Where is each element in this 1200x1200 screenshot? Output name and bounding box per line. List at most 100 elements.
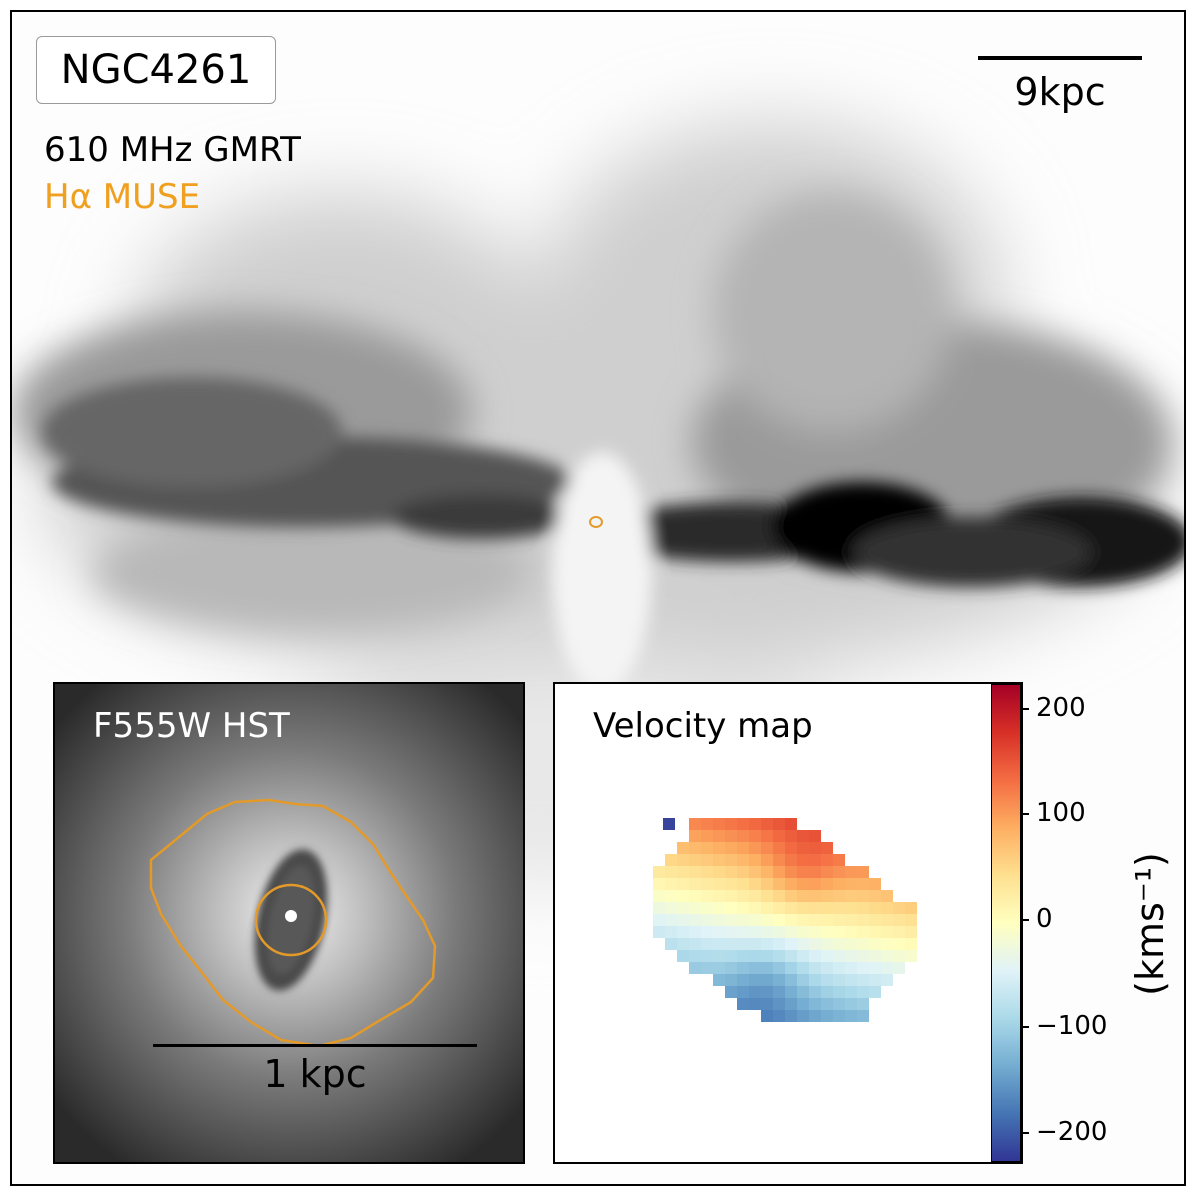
velocity-pixel bbox=[725, 830, 737, 842]
velocity-pixel bbox=[881, 938, 893, 950]
velocity-pixel bbox=[713, 866, 725, 878]
velocity-pixel bbox=[761, 878, 773, 890]
velocity-pixel bbox=[905, 902, 917, 914]
velocity-pixel bbox=[725, 950, 737, 962]
velocity-pixel bbox=[689, 914, 701, 926]
velocity-pixel bbox=[809, 938, 821, 950]
velocity-pixel bbox=[773, 998, 785, 1010]
velocity-pixel bbox=[773, 818, 785, 830]
velocity-pixel bbox=[821, 938, 833, 950]
velocity-pixel bbox=[653, 866, 665, 878]
velocity-pixel bbox=[773, 842, 785, 854]
velocity-pixel bbox=[857, 950, 869, 962]
velocity-pixel bbox=[845, 866, 857, 878]
velocity-pixel bbox=[809, 890, 821, 902]
velocity-pixel bbox=[725, 926, 737, 938]
velocity-pixel bbox=[761, 866, 773, 878]
velocity-pixel bbox=[821, 878, 833, 890]
velocity-pixel bbox=[869, 878, 881, 890]
velocity-pixel bbox=[833, 1010, 845, 1022]
velocity-pixel bbox=[773, 914, 785, 926]
velocity-pixel bbox=[845, 878, 857, 890]
velocity-pixel bbox=[713, 926, 725, 938]
velocity-colorbar bbox=[991, 684, 1021, 1162]
velocity-pixel bbox=[713, 830, 725, 842]
velocity-pixel bbox=[701, 830, 713, 842]
halpha-contour-main bbox=[589, 516, 603, 528]
radio-image bbox=[12, 12, 1184, 1184]
velocity-pixel bbox=[785, 1010, 797, 1022]
velocity-pixel bbox=[761, 962, 773, 974]
velocity-pixel bbox=[905, 926, 917, 938]
velocity-pixel bbox=[773, 878, 785, 890]
velocity-pixel bbox=[677, 842, 689, 854]
hst-image bbox=[55, 684, 523, 1162]
velocity-pixel bbox=[797, 890, 809, 902]
colorbar-label: 0 bbox=[1036, 904, 1053, 934]
velocity-pixel bbox=[809, 998, 821, 1010]
velocity-pixel bbox=[893, 950, 905, 962]
velocity-pixel bbox=[737, 854, 749, 866]
velocity-pixel bbox=[761, 950, 773, 962]
colorbar-label: −100 bbox=[1036, 1011, 1108, 1041]
velocity-pixel bbox=[701, 818, 713, 830]
velocity-pixel bbox=[833, 986, 845, 998]
velocity-pixel bbox=[713, 962, 725, 974]
velocity-pixel bbox=[785, 998, 797, 1010]
velocity-pixel bbox=[797, 854, 809, 866]
velocity-pixel bbox=[797, 866, 809, 878]
velocity-pixel bbox=[857, 974, 869, 986]
velocity-pixel bbox=[905, 950, 917, 962]
velocity-pixel bbox=[833, 998, 845, 1010]
velocity-pixel bbox=[845, 914, 857, 926]
colorbar-tick bbox=[1021, 1132, 1029, 1134]
velocity-pixel bbox=[833, 962, 845, 974]
velocity-pixel bbox=[833, 866, 845, 878]
colorbar-tick bbox=[1021, 1026, 1029, 1028]
velocity-pixel bbox=[701, 950, 713, 962]
velocity-pixel bbox=[713, 854, 725, 866]
colorbar-tick bbox=[1021, 708, 1029, 710]
velocity-pixel bbox=[773, 986, 785, 998]
velocity-pixel bbox=[881, 914, 893, 926]
velocity-pixel bbox=[821, 842, 833, 854]
velocity-pixel bbox=[809, 986, 821, 998]
velocity-pixel bbox=[785, 902, 797, 914]
velocity-pixel bbox=[821, 986, 833, 998]
velocity-pixel bbox=[845, 986, 857, 998]
velocity-pixel bbox=[857, 878, 869, 890]
velocity-pixel bbox=[797, 950, 809, 962]
velocity-pixel bbox=[713, 974, 725, 986]
velocity-pixel bbox=[881, 974, 893, 986]
velocity-pixel bbox=[749, 986, 761, 998]
velocity-pixel bbox=[773, 1010, 785, 1022]
velocity-pixel bbox=[725, 902, 737, 914]
colorbar-label: −200 bbox=[1036, 1117, 1108, 1147]
velocity-pixel bbox=[701, 926, 713, 938]
velocity-pixel bbox=[737, 914, 749, 926]
velocity-pixel bbox=[725, 974, 737, 986]
velocity-pixel bbox=[893, 962, 905, 974]
velocity-pixel bbox=[773, 890, 785, 902]
velocity-pixel bbox=[749, 866, 761, 878]
velocity-pixel bbox=[845, 974, 857, 986]
velocity-pixel bbox=[821, 962, 833, 974]
velocity-pixel bbox=[797, 878, 809, 890]
velocity-pixel bbox=[893, 902, 905, 914]
velocity-pixel bbox=[833, 974, 845, 986]
velocity-pixel bbox=[785, 878, 797, 890]
velocity-pixel bbox=[857, 1010, 869, 1022]
velocity-pixel bbox=[737, 962, 749, 974]
velocity-pixel bbox=[869, 950, 881, 962]
velocity-pixel bbox=[725, 962, 737, 974]
velocity-pixel bbox=[773, 974, 785, 986]
velocity-pixel bbox=[857, 986, 869, 998]
velocity-pixel bbox=[749, 830, 761, 842]
velocity-pixel bbox=[833, 890, 845, 902]
velocity-pixel bbox=[689, 842, 701, 854]
velocity-pixel bbox=[701, 842, 713, 854]
velocity-pixel bbox=[773, 962, 785, 974]
velocity-pixel bbox=[809, 902, 821, 914]
velocity-pixel bbox=[677, 890, 689, 902]
velocity-pixel bbox=[869, 962, 881, 974]
